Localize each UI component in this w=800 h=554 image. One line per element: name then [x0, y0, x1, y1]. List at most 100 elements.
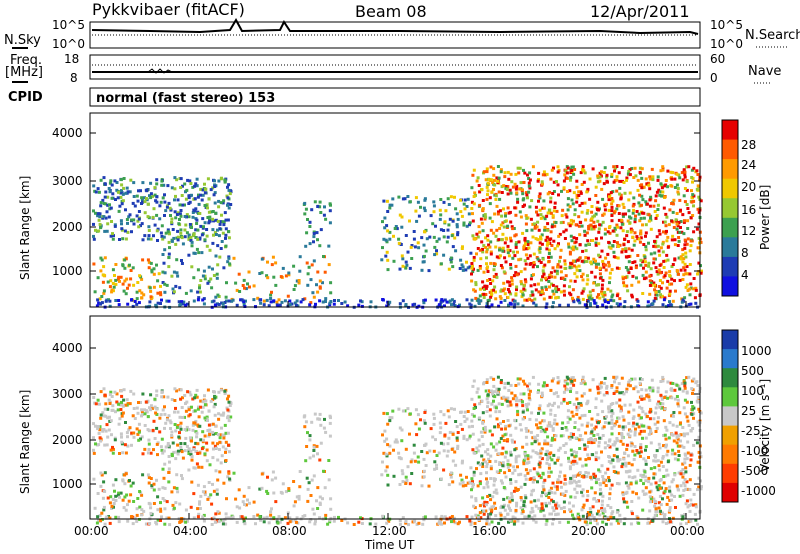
power-cell: [554, 221, 558, 224]
velocity-cell: [590, 514, 594, 518]
power-cell: [244, 287, 248, 291]
power-cell: [575, 193, 579, 197]
power-cell: [422, 299, 426, 303]
velocity-cell: [148, 406, 151, 410]
power-cell: [202, 225, 205, 229]
power-cell: [513, 303, 517, 307]
velocity-cell: [671, 382, 675, 385]
power-cell: [555, 290, 559, 294]
velocity-cell: [604, 415, 608, 419]
velocity-cell: [381, 433, 384, 437]
velocity-cell: [460, 461, 464, 465]
power-cell: [488, 196, 492, 200]
power-cell: [661, 303, 665, 307]
velocity-cell: [490, 508, 494, 512]
power-cell: [386, 268, 390, 272]
power-cell: [167, 201, 171, 205]
velocity-cell: [582, 503, 586, 507]
power-cell: [490, 293, 493, 297]
velocity-cell: [386, 473, 390, 477]
velocity-cell: [584, 471, 588, 474]
power-cell: [601, 259, 605, 263]
velocity-cell: [504, 427, 507, 431]
velocity-cell: [168, 419, 172, 423]
power-cell: [612, 299, 616, 303]
power-cell: [517, 240, 521, 244]
velocity-cell: [159, 507, 162, 511]
velocity-cell: [260, 486, 264, 490]
power-cell: [184, 223, 188, 227]
velocity-cell: [684, 466, 688, 470]
velocity-cell: [216, 433, 220, 437]
velocity-cell: [101, 496, 105, 500]
power-cell: [227, 230, 230, 234]
velocity-cell: [678, 444, 682, 448]
power-cell: [117, 209, 121, 213]
power-cell: [122, 177, 126, 180]
power-cell: [218, 255, 222, 259]
power-cell: [222, 199, 226, 203]
power-cell: [408, 200, 412, 204]
velocity-cell: [213, 444, 217, 448]
power-cell: [647, 241, 650, 245]
power-cell: [218, 227, 222, 231]
power-cell: [188, 223, 192, 226]
power-cell: [97, 218, 101, 222]
velocity-cell: [548, 421, 552, 425]
velocity-cell: [556, 394, 560, 398]
power-cell: [184, 303, 188, 307]
power-cell: [589, 223, 593, 227]
power-cell: [388, 230, 392, 234]
nave-tick-bottom: 0: [710, 71, 718, 85]
power-cell: [492, 262, 496, 266]
velocity-cell: [483, 430, 487, 434]
power-cell: [136, 219, 140, 223]
power-cell: [654, 199, 658, 203]
power-cell: [625, 284, 629, 288]
velocity-cell: [171, 441, 175, 445]
velocity-cell: [624, 491, 627, 495]
power-cell: [640, 203, 643, 207]
velocity-cell: [594, 406, 598, 409]
power-cell: [596, 174, 600, 178]
power-cell: [653, 288, 657, 292]
power-cell: [695, 227, 699, 231]
velocity-cell: [109, 419, 113, 423]
velocity-cell: [106, 435, 110, 439]
power-cell: [637, 237, 641, 241]
power-cell: [561, 208, 565, 212]
power-cell: [500, 185, 504, 189]
velocity-cell: [640, 394, 644, 398]
power-cell: [456, 233, 460, 237]
velocity-cell: [420, 450, 424, 453]
power-cell: [684, 255, 688, 259]
velocity-cell: [545, 519, 549, 523]
velocity-cell: [575, 397, 579, 401]
power-cell: [498, 209, 502, 213]
velocity-cell: [542, 488, 546, 492]
power-cell: [165, 283, 169, 287]
power-cell: [549, 271, 553, 275]
power-cell: [123, 279, 127, 283]
power-cell: [531, 265, 535, 269]
power-cell: [386, 229, 390, 233]
p1-ytick-3000: 3000: [52, 174, 83, 188]
velocity-cell: [682, 445, 686, 449]
power-cell: [627, 271, 631, 275]
velocity-cell: [590, 477, 594, 481]
power-cell: [569, 218, 573, 222]
power-cell: [199, 224, 203, 228]
velocity-cell: [580, 474, 584, 478]
velocity-cell: [658, 405, 662, 409]
velocity-cell: [533, 514, 537, 518]
power-cell: [538, 250, 542, 254]
velocity-cell: [606, 504, 610, 507]
power-cell: [684, 251, 688, 255]
power-cell: [433, 245, 437, 249]
velocity-cell: [663, 513, 667, 517]
power-cell: [527, 297, 531, 301]
xtick-1: 04:00: [173, 524, 208, 538]
power-cell: [118, 204, 122, 208]
velocity-cell: [266, 492, 270, 495]
velocity-cell: [596, 391, 600, 395]
